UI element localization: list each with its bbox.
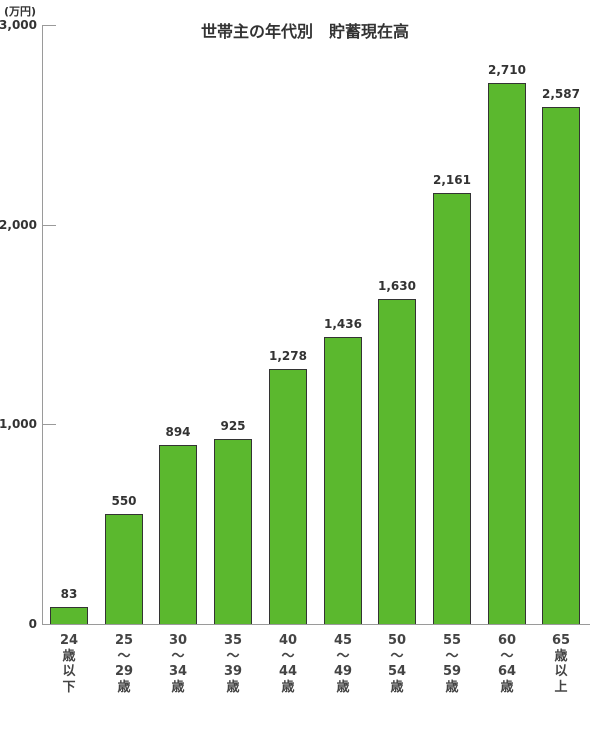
x-category-label: 60 〜 64 歳: [487, 633, 527, 695]
x-category-label: 65 歳以上: [541, 633, 581, 695]
bar: [105, 514, 143, 624]
bar: [433, 193, 471, 624]
y-axis-line: [42, 25, 43, 625]
x-category-label: 35 〜 39 歳: [213, 633, 253, 695]
y-tick-label: 2,000: [0, 218, 37, 232]
x-category-label-line: 65: [551, 633, 571, 648]
x-category-label-line: 〜: [281, 648, 295, 664]
x-category-label-line: 下: [62, 679, 76, 695]
x-category-label-line: 上: [554, 679, 568, 695]
x-category-label-line: 64: [497, 664, 517, 679]
x-category-label-line: 歳: [171, 679, 185, 695]
x-category-label-line: 50: [387, 633, 407, 648]
x-category-label-line: 40: [278, 633, 298, 648]
y-tick: [43, 424, 56, 425]
y-tick-label: 3,000: [0, 18, 37, 32]
x-category-label: 40 〜 44 歳: [268, 633, 308, 695]
x-category-label-line: 25: [114, 633, 134, 648]
y-tick: [43, 25, 56, 26]
x-category-label-line: 24: [59, 633, 79, 648]
x-category-label-line: 〜: [171, 648, 185, 664]
x-category-label-line: 歳: [554, 648, 568, 664]
x-category-label-line: 〜: [336, 648, 350, 664]
x-category-label: 45 〜 49 歳: [323, 633, 363, 695]
y-tick-label: 0: [28, 617, 37, 631]
x-category-label-line: 60: [497, 633, 517, 648]
bar-value-label: 2,710: [488, 63, 526, 77]
bar-value-label: 1,436: [324, 317, 362, 331]
x-category-label-line: 34: [168, 664, 188, 679]
x-category-label-line: 歳: [500, 679, 514, 695]
x-category-label-line: 49: [333, 664, 353, 679]
bar: [488, 83, 526, 624]
x-category-label-line: 歳: [226, 679, 240, 695]
x-category-label-line: 歳: [445, 679, 459, 695]
x-category-label: 50 〜 54 歳: [377, 633, 417, 695]
x-category-label-line: 〜: [445, 648, 459, 664]
x-category-label-line: 〜: [500, 648, 514, 664]
bar-value-label: 894: [165, 425, 191, 439]
bar-value-label: 2,161: [433, 173, 471, 187]
x-category-label-line: 〜: [117, 648, 131, 664]
bar-value-label: 925: [220, 419, 246, 433]
x-category-label-line: 歳: [62, 648, 76, 664]
bar: [378, 299, 416, 624]
x-axis-line: [42, 624, 590, 625]
x-category-label-line: 歳: [281, 679, 295, 695]
bar-value-label: 1,630: [378, 279, 416, 293]
x-category-label-line: 54: [387, 664, 407, 679]
x-category-label-line: 59: [442, 664, 462, 679]
bar-value-label: 1,278: [269, 349, 307, 363]
x-category-label-line: 39: [223, 664, 243, 679]
bar-value-label: 83: [60, 587, 78, 601]
x-category-label-line: 〜: [226, 648, 240, 664]
x-category-label: 30 〜 34 歳: [158, 633, 198, 695]
y-axis-unit-label: (万円): [4, 5, 37, 18]
x-category-label: 25 〜 29 歳: [104, 633, 144, 695]
x-category-label-line: 29: [114, 664, 134, 679]
bar-value-label: 550: [111, 494, 137, 508]
chart-title: 世帯主の年代別 貯蓄現在高: [200, 22, 409, 41]
x-category-label-line: 35: [223, 633, 243, 648]
y-tick: [43, 225, 56, 226]
y-tick-label: 1,000: [0, 417, 37, 431]
x-category-label-line: 歳: [336, 679, 350, 695]
bar: [50, 607, 88, 624]
x-category-label-line: 55: [442, 633, 462, 648]
x-category-label-line: 歳: [390, 679, 404, 695]
bar: [269, 369, 307, 624]
x-category-label-line: 以: [554, 664, 568, 679]
bar-value-label: 2,587: [542, 87, 580, 101]
x-category-label-line: 45: [333, 633, 353, 648]
x-category-label-line: 〜: [390, 648, 404, 664]
bar: [214, 439, 252, 624]
bar: [542, 107, 580, 624]
x-category-label: 24 歳以下: [49, 633, 89, 695]
bar: [324, 337, 362, 624]
x-category-label-line: 30: [168, 633, 188, 648]
x-category-label-line: 44: [278, 664, 298, 679]
x-category-label-line: 歳: [117, 679, 131, 695]
x-category-label: 55 〜 59 歳: [432, 633, 472, 695]
bar: [159, 445, 197, 624]
x-category-label-line: 以: [62, 664, 76, 679]
